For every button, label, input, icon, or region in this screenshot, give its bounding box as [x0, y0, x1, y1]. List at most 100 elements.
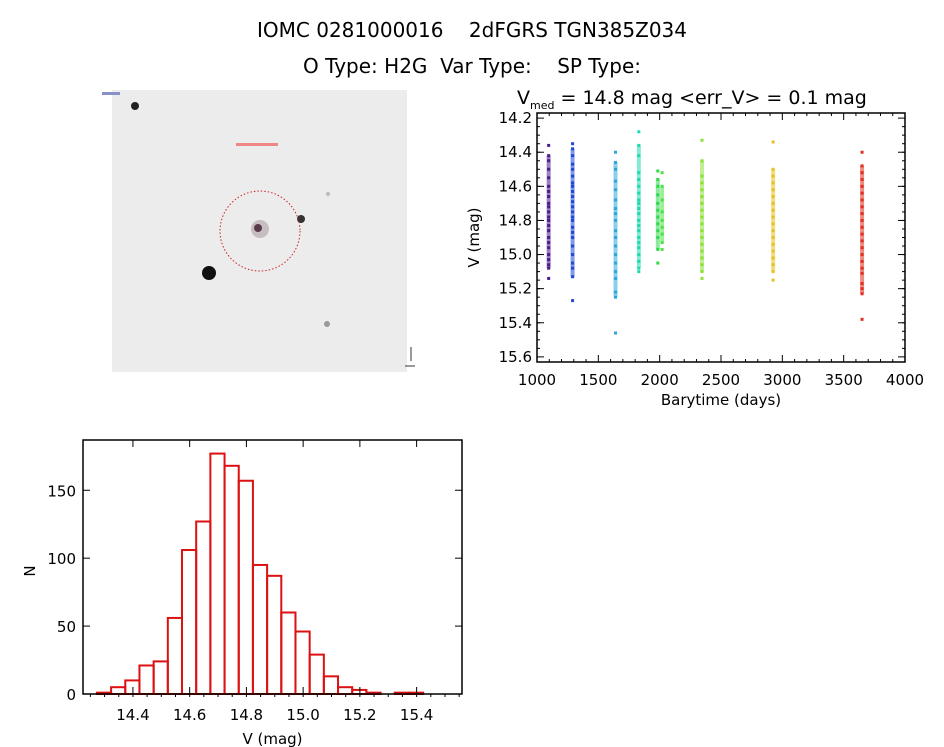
- data-point: [637, 143, 641, 147]
- data-column: [655, 179, 660, 250]
- data-point: [614, 261, 618, 265]
- histogram-bar: [280, 611, 297, 696]
- data-point: [571, 261, 575, 265]
- data-point: [860, 232, 864, 236]
- data-point: [771, 242, 775, 246]
- data-point: [660, 210, 664, 214]
- x-tick-label: 3000: [763, 371, 801, 389]
- data-point: [860, 271, 864, 275]
- data-point: [614, 295, 618, 299]
- survey-label-mark: [102, 92, 120, 95]
- data-point: [614, 229, 618, 233]
- data-column: [636, 145, 641, 269]
- data-point: [700, 159, 704, 163]
- data-point: [637, 201, 641, 205]
- star: [202, 266, 216, 280]
- histogram-bar: [138, 664, 155, 696]
- data-point: [637, 253, 641, 257]
- data-point: [771, 201, 775, 205]
- histogram-bar: [294, 630, 311, 696]
- data-point: [614, 179, 618, 183]
- data-point: [656, 229, 660, 233]
- data-point: [860, 178, 864, 182]
- plot-frame: [82, 439, 463, 695]
- data-point: [860, 212, 864, 216]
- data-point: [771, 208, 775, 212]
- orientation-arrow-icon: [405, 347, 415, 367]
- data-point: [660, 171, 664, 175]
- y-tick-label: 14.4: [499, 143, 532, 161]
- x-axis-label: Barytime (days): [661, 391, 781, 409]
- x-tick-label: 14.6: [173, 706, 206, 724]
- y-tick-label: 15.0: [499, 246, 532, 264]
- star: [131, 102, 139, 110]
- y-tick-label: 14.8: [499, 211, 532, 229]
- data-point: [860, 253, 864, 257]
- data-point: [571, 236, 575, 239]
- histogram-bar: [209, 452, 226, 695]
- x-tick-label: 2500: [702, 371, 740, 389]
- histogram-bar: [124, 679, 141, 696]
- data-point: [547, 224, 551, 228]
- chart-title-ids: IOMC 0281000016 2dFGRS TGN385Z034: [257, 18, 687, 42]
- data-point: [656, 215, 660, 219]
- data-point: [700, 201, 704, 205]
- data-point: [614, 244, 618, 248]
- data-point: [571, 225, 575, 229]
- data-point: [656, 184, 660, 188]
- plot-frame: [536, 112, 906, 363]
- data-point: [547, 229, 551, 233]
- data-point: [656, 193, 660, 197]
- data-point: [571, 195, 575, 199]
- data-point: [637, 229, 641, 233]
- data-point: [700, 188, 704, 192]
- data-point: [656, 178, 660, 182]
- data-point: [571, 215, 575, 219]
- data-point: [860, 292, 864, 296]
- data-point: [860, 266, 864, 270]
- data-point: [771, 215, 775, 219]
- histogram-bar: [152, 660, 169, 695]
- y-axis-label: V (mag): [465, 207, 483, 267]
- data-point: [571, 210, 575, 214]
- data-point: [700, 195, 704, 199]
- data-point: [571, 174, 575, 178]
- data-point: [614, 331, 618, 335]
- data-point: [547, 176, 551, 180]
- data-point: [547, 215, 551, 219]
- histogram-bar: [166, 616, 184, 696]
- data-point: [771, 270, 775, 274]
- data-point: [660, 247, 664, 251]
- data-point: [860, 218, 864, 222]
- data-point: [571, 200, 575, 204]
- data-point: [637, 184, 641, 188]
- data-point: [700, 270, 704, 274]
- data-point: [547, 189, 551, 193]
- data-point: [860, 317, 864, 321]
- data-point: [771, 188, 775, 192]
- data-point: [614, 188, 618, 192]
- histogram-bar: [322, 675, 340, 695]
- x-tick-label: 15.2: [343, 706, 376, 724]
- data-point: [700, 229, 704, 233]
- x-axis-label: V (mag): [242, 730, 302, 747]
- y-tick-label: 15.4: [499, 314, 532, 332]
- histogram-bar: [308, 653, 325, 695]
- y-tick-label: 14.2: [499, 109, 532, 127]
- data-point: [637, 154, 641, 158]
- histogram-bar: [266, 574, 283, 695]
- data-point: [614, 218, 618, 222]
- x-tick-label: 1500: [579, 371, 617, 389]
- data-point: [637, 224, 641, 228]
- histogram-bar: [251, 563, 269, 696]
- data-point: [656, 236, 660, 239]
- data-point: [614, 290, 618, 294]
- y-tick-label: 15.2: [499, 280, 532, 298]
- data-point: [571, 244, 575, 248]
- data-point: [614, 150, 618, 154]
- data-point: [771, 195, 775, 199]
- x-tick-label: 1000: [518, 371, 556, 389]
- data-point: [637, 241, 641, 245]
- data-point: [700, 249, 704, 253]
- data-point: [656, 208, 660, 212]
